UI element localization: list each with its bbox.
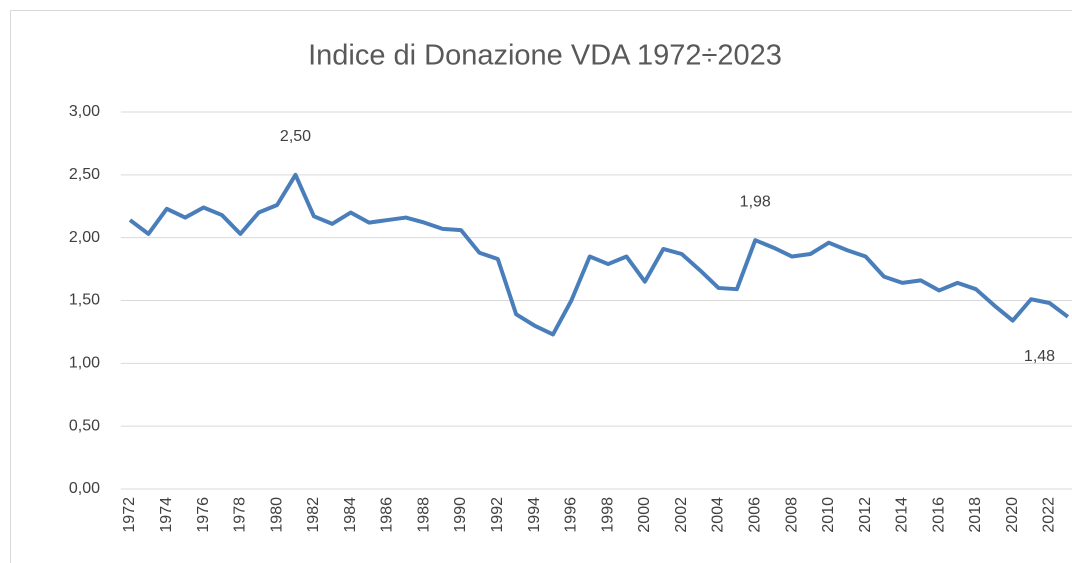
data-line [128,172,1070,337]
x-tick-label: 1984 [342,497,359,533]
x-tick-label: 2010 [820,497,837,533]
x-tick-label: 2000 [636,497,653,533]
x-tick-label: 1996 [563,497,580,533]
x-tick-label: 1994 [526,497,543,533]
chart-title: Indice di Donazione VDA 1972÷2023 [308,40,782,72]
x-tick-label: 1992 [489,497,506,533]
x-tick-label: 2020 [1004,497,1021,533]
x-tick-label: 1986 [379,497,396,533]
x-tick-label: 2004 [710,497,727,533]
x-tick-label: 2002 [673,497,690,533]
y-tick-label: 0,00 [69,480,100,497]
y-tick-label: 0,50 [69,417,100,434]
y-tick-label: 1,50 [69,292,100,309]
y-tick-label: 2,00 [69,229,100,246]
x-tick-label: 1976 [195,497,212,533]
data-label: 1,48 [1024,348,1055,365]
x-tick-label: 2006 [746,497,763,533]
x-tick-label: 1998 [599,497,616,533]
x-tick-label: 1988 [415,497,432,533]
x-tick-label: 1972 [121,497,138,533]
x-tick-label: 1980 [268,497,285,533]
y-tick-label: 1,00 [69,355,100,372]
y-tick-label: 2,50 [69,166,100,183]
x-tick-label: 2022 [1041,497,1058,533]
data-label: 1,98 [740,193,771,210]
chart-frame [10,10,1072,563]
x-tick-label: 1990 [452,497,469,533]
data-label: 2,50 [280,128,311,145]
x-tick-label: 2018 [967,497,984,533]
y-tick-label: 3,00 [69,103,100,120]
x-tick-label: 2008 [783,497,800,533]
x-tick-label: 1982 [305,497,322,533]
x-tick-label: 1978 [232,497,249,533]
x-tick-label: 1974 [158,497,175,533]
x-tick-label: 2014 [894,497,911,533]
x-tick-label: 2012 [857,497,874,533]
x-tick-label: 2016 [930,497,947,533]
